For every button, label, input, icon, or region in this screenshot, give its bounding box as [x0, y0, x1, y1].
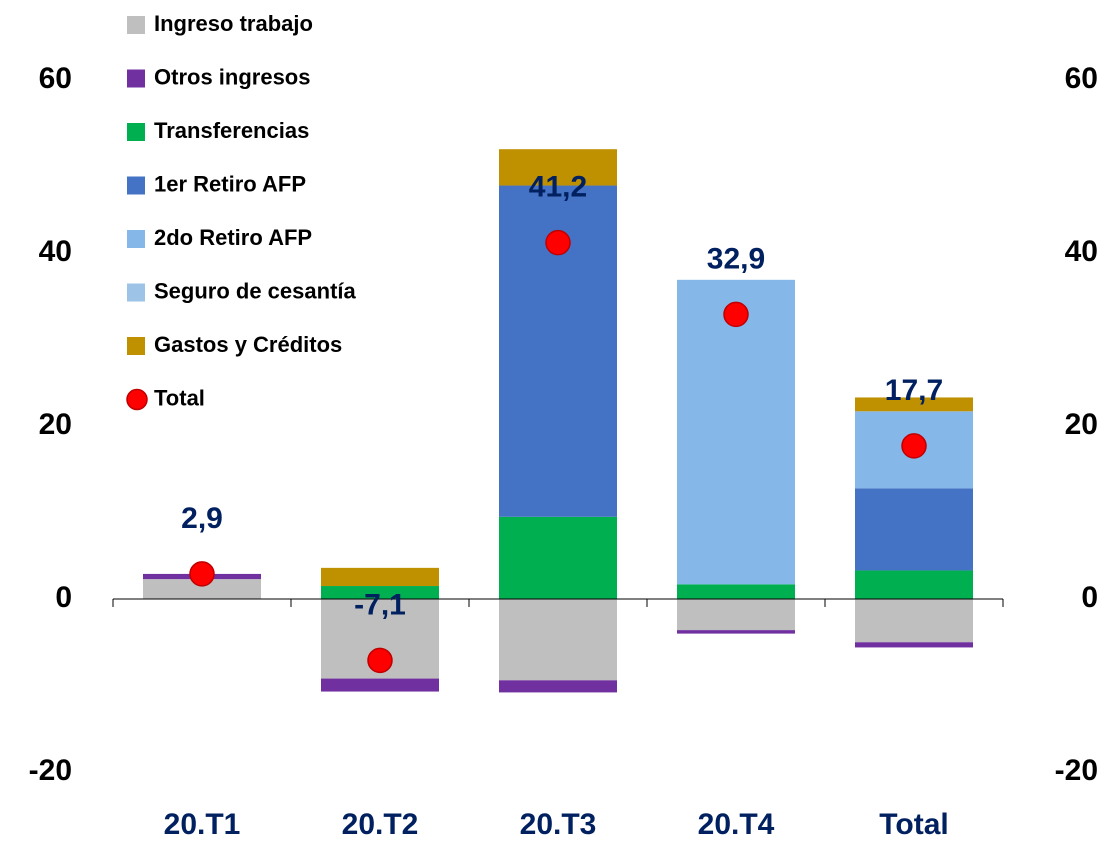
legend-swatch	[127, 16, 145, 34]
legend-label: Seguro de cesantía	[154, 278, 357, 303]
y2-tick-label: 0	[1081, 581, 1098, 614]
y-tick-label: 60	[39, 62, 72, 95]
bar-segment	[855, 488, 973, 571]
y-tick-label: -20	[29, 754, 72, 787]
y2-tick-label: 40	[1065, 235, 1098, 268]
legend-swatch	[127, 337, 145, 355]
value-label: 17,7	[885, 374, 943, 407]
x-tick-label: 20.T3	[520, 808, 597, 841]
legend-swatch	[127, 283, 145, 302]
bar-segment	[321, 567, 439, 587]
x-tick-label: Total	[879, 808, 948, 841]
total-dot	[367, 647, 393, 674]
bar-segment	[499, 516, 617, 599]
legend-dot	[126, 388, 148, 411]
x-tick-label: 20.T4	[698, 808, 775, 841]
legend-label: Transferencias	[154, 118, 309, 143]
legend-label: Total	[154, 385, 205, 410]
bar-segment	[499, 599, 617, 681]
y-tick-label: 40	[39, 235, 72, 268]
bar-segment	[499, 149, 617, 186]
bar-segment	[677, 584, 795, 599]
value-label: -7,1	[354, 588, 406, 621]
y2-tick-label: 20	[1065, 408, 1098, 441]
bar-segment	[321, 678, 439, 692]
legend-label: Ingreso trabajo	[154, 11, 313, 36]
bar-segment	[855, 599, 973, 643]
y2-tick-label: -20	[1055, 754, 1098, 787]
x-tick-label: 20.T1	[164, 808, 241, 841]
bar-segment	[143, 579, 261, 599]
legend-swatch	[127, 123, 145, 141]
total-dot	[901, 433, 927, 459]
legend-label: 1er Retiro AFP	[154, 171, 306, 196]
y-tick-label: 0	[55, 581, 72, 614]
value-label: 32,9	[707, 242, 765, 275]
legend-swatch	[127, 230, 145, 248]
y-tick-label: 20	[39, 408, 72, 441]
bar-segment	[677, 279, 795, 585]
legend-label: Gastos y Créditos	[154, 332, 342, 357]
value-label: 2,9	[181, 502, 223, 535]
bar-segment	[855, 397, 973, 412]
value-label: 41,2	[529, 171, 587, 204]
bar-segment	[855, 570, 973, 599]
bar-segment	[677, 599, 795, 631]
total-dot	[545, 229, 571, 256]
y2-tick-label: 60	[1065, 62, 1098, 95]
total-dot	[723, 301, 749, 328]
bar-segment	[499, 680, 617, 693]
bar-segment	[321, 586, 439, 599]
bar-segment	[855, 642, 973, 648]
legend-swatch	[127, 69, 145, 88]
bar-segment	[677, 630, 795, 634]
total-dot	[189, 561, 215, 587]
legend-label: Otros ingresos	[154, 64, 310, 89]
legend-label: 2do Retiro AFP	[154, 225, 312, 250]
x-tick-label: 20.T2	[342, 808, 419, 841]
legend-swatch	[127, 176, 145, 195]
